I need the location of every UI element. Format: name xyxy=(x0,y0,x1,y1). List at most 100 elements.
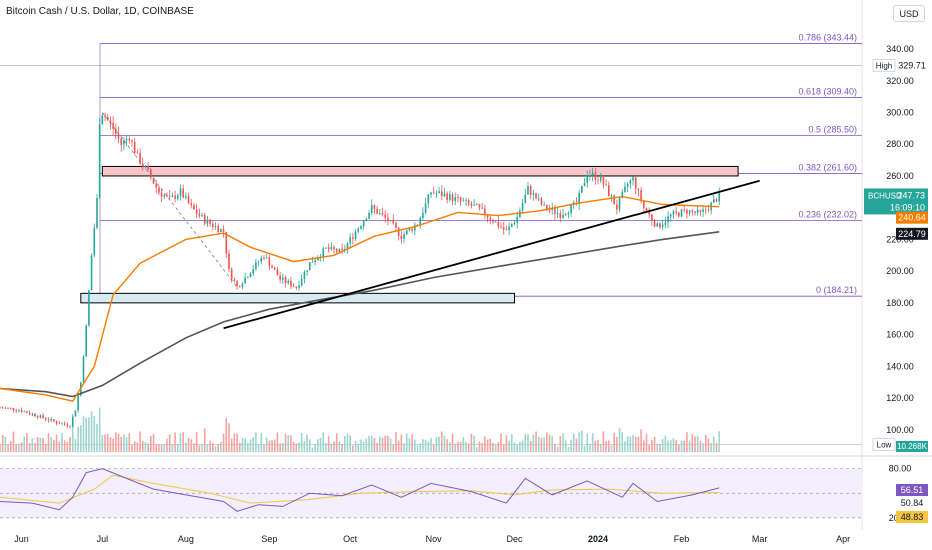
candle-body xyxy=(559,213,562,218)
volume-bar xyxy=(71,421,74,452)
candle-body xyxy=(570,204,572,213)
candle-body xyxy=(90,255,93,291)
candle-body xyxy=(527,186,529,195)
candle-body xyxy=(34,413,36,417)
volume-bar xyxy=(139,431,141,452)
volume-bar xyxy=(23,436,26,452)
volume-bar xyxy=(368,435,370,452)
candle-body xyxy=(475,204,478,205)
volume-bar xyxy=(166,438,168,452)
price-tick-label: 160.00 xyxy=(886,330,914,340)
volume-bar xyxy=(268,440,271,452)
volume-bar xyxy=(376,442,378,452)
low-tag: Low xyxy=(877,440,892,449)
volume-bar xyxy=(559,436,562,452)
volume-bar xyxy=(117,433,120,452)
candle-body xyxy=(273,267,276,270)
candle-body xyxy=(379,213,381,214)
price-tick-label: 120.00 xyxy=(886,393,914,403)
candle-body xyxy=(244,277,246,284)
volume-bar xyxy=(686,432,688,452)
volume-bar xyxy=(475,447,478,452)
volume-bar xyxy=(392,444,395,452)
candle-body xyxy=(104,115,106,118)
candle-body xyxy=(373,205,376,209)
volume-bar xyxy=(12,431,15,452)
rsi-band xyxy=(0,468,862,518)
candle-body xyxy=(96,198,98,228)
volume-bar xyxy=(335,433,338,452)
volume-bar xyxy=(381,437,384,452)
volume-bar xyxy=(69,437,71,452)
candle-body xyxy=(669,214,672,217)
volume-bar xyxy=(308,439,311,452)
candle-body xyxy=(546,204,548,210)
currency-button[interactable]: USD xyxy=(893,5,925,22)
volume-bar xyxy=(152,433,155,452)
candle-body xyxy=(667,216,669,223)
volume-bar xyxy=(31,438,34,452)
volume-bar xyxy=(597,439,599,452)
candle-body xyxy=(211,223,214,228)
candle-body xyxy=(607,185,610,197)
volume-bar xyxy=(244,438,246,452)
candle-body xyxy=(195,209,198,214)
candle-body xyxy=(69,425,71,427)
volume-bar xyxy=(424,439,427,452)
price-tick-label: 260.00 xyxy=(886,171,914,181)
volume-bar xyxy=(58,441,61,452)
rsi-ma2-bg xyxy=(896,511,928,523)
candle-body xyxy=(694,211,696,213)
candle-body xyxy=(128,138,131,141)
candle-body xyxy=(435,193,438,194)
candle-body xyxy=(26,411,28,413)
volume-bar xyxy=(519,441,521,452)
candle-body xyxy=(203,214,206,224)
volume-bar xyxy=(713,436,715,452)
volume-bar xyxy=(594,440,597,452)
candle-body xyxy=(713,199,715,203)
volume-bar xyxy=(408,438,411,452)
high-tag: High xyxy=(876,61,892,70)
candle-body xyxy=(524,194,527,204)
candle-body xyxy=(457,197,459,198)
volume-bar xyxy=(303,440,306,452)
candle-body xyxy=(368,212,370,219)
volume-bar xyxy=(634,436,637,452)
volume-bar xyxy=(481,442,483,452)
candle-body xyxy=(98,124,101,199)
volume-bar xyxy=(589,444,591,452)
volume-bar xyxy=(629,436,632,452)
candle-body xyxy=(408,228,411,231)
volume-bar xyxy=(362,441,365,452)
volume-bar xyxy=(77,426,79,452)
volume-bar xyxy=(543,437,545,452)
candle-body xyxy=(255,262,257,270)
volume-bar xyxy=(605,440,607,452)
candle-body xyxy=(634,177,637,190)
volume-bar xyxy=(586,433,589,452)
candle-body xyxy=(370,205,373,213)
candle-body xyxy=(691,210,694,212)
candle-body xyxy=(150,169,152,178)
candle-body xyxy=(136,152,139,154)
volume-bar xyxy=(160,444,163,452)
candle-body xyxy=(61,423,63,425)
fib-label: 0.382 (261.60) xyxy=(798,162,857,172)
candle-body xyxy=(484,208,486,216)
time-axis: Jun Jul Aug Sep Oct Nov Dec 2024 Feb Mar Apr xyxy=(14,534,850,544)
fib-label: 0.618 (309.40) xyxy=(798,87,857,97)
volume-bar xyxy=(206,444,209,452)
candle-body xyxy=(659,223,661,228)
volume-bar xyxy=(467,443,470,452)
candles xyxy=(0,112,721,429)
volume-bar xyxy=(675,440,677,452)
volume-bar xyxy=(201,444,203,452)
volume-bar xyxy=(529,440,532,452)
candle-body xyxy=(626,183,629,187)
candle-body xyxy=(581,185,583,193)
candle-body xyxy=(473,204,475,206)
volume-bar xyxy=(438,436,440,452)
candle-body xyxy=(621,192,624,199)
